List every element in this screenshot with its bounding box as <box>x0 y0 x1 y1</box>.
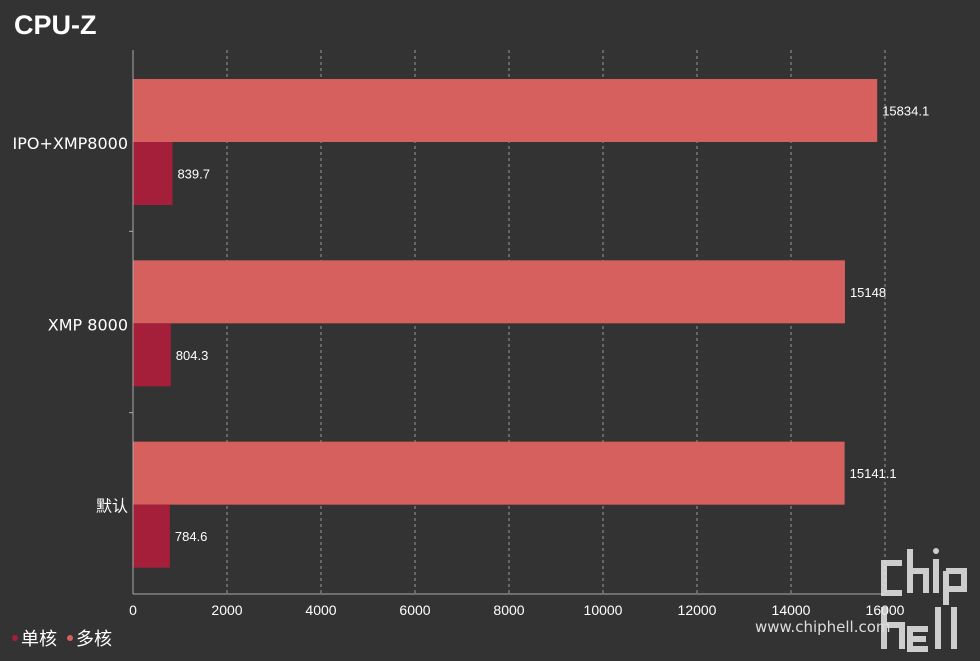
data-label-single-core-2: 784.6 <box>175 529 208 544</box>
legend-label-multi-core: 多核 <box>76 629 112 650</box>
y-category-label-1: XMP 8000 <box>48 315 128 334</box>
legend: 单核 多核 <box>12 625 112 651</box>
legend-dot-single-core <box>12 635 18 641</box>
bar-single-core-1 <box>133 323 171 387</box>
data-label-multi-core-0: 15834.1 <box>882 104 929 119</box>
x-tick-label-8000: 8000 <box>493 602 524 618</box>
watermark-url: www.chiphell.com <box>755 618 891 636</box>
legend-dot-multi-core <box>67 635 73 641</box>
bar-multi-core-0 <box>133 79 878 142</box>
x-tick-label-0: 0 <box>129 602 137 618</box>
data-label-single-core-1: 804.3 <box>176 348 209 363</box>
data-label-multi-core-1: 15148 <box>850 285 886 300</box>
bar-multi-core-1 <box>133 260 845 324</box>
x-tick-label-12000: 12000 <box>678 602 717 618</box>
x-tick-label-14000: 14000 <box>772 602 811 618</box>
chiphell-logo-watermark <box>881 548 967 652</box>
x-tick-label-2000: 2000 <box>211 602 242 618</box>
legend-item-single-core[interactable]: 单核 <box>12 625 57 651</box>
bars <box>133 79 878 568</box>
legend-label-single-core: 单核 <box>21 629 57 650</box>
bar-single-core-2 <box>133 504 170 568</box>
chart-title: CPU-Z <box>14 10 97 40</box>
x-tick-label-6000: 6000 <box>399 602 430 618</box>
x-tick-label-4000: 4000 <box>305 602 336 618</box>
bar-single-core-0 <box>133 142 173 205</box>
y-category-label-0: IPO+XMP8000 <box>13 134 129 153</box>
data-label-single-core-0: 839.7 <box>177 167 210 182</box>
data-label-multi-core-2: 15141.1 <box>850 466 897 481</box>
bar-multi-core-2 <box>133 441 845 505</box>
x-tick-label-10000: 10000 <box>584 602 623 618</box>
y-category-label-2: 默认 <box>96 497 128 516</box>
axes <box>129 50 885 595</box>
legend-item-multi-core[interactable]: 多核 <box>67 625 112 651</box>
